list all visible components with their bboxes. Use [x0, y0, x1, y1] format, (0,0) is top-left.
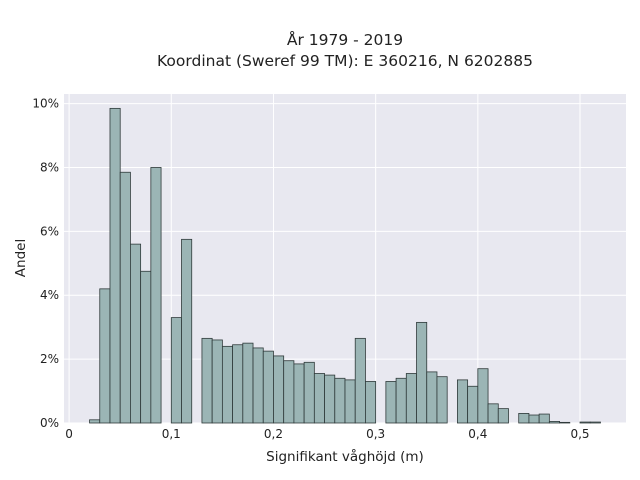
- bar-22: [313, 373, 325, 424]
- bar-43: [528, 414, 540, 424]
- bar-23: [324, 374, 336, 424]
- bar-45: [548, 421, 560, 424]
- bar-13: [221, 345, 234, 424]
- bar-4: [130, 243, 142, 424]
- bar-19: [283, 360, 295, 424]
- bar-31: [405, 373, 417, 424]
- y-tick-label-4: 8%: [40, 160, 59, 174]
- y-tick-label-1: 2%: [40, 352, 59, 366]
- bar-2: [109, 107, 121, 424]
- bar-17: [262, 350, 274, 424]
- x-tick-label-2: 0,2: [264, 427, 283, 441]
- bar-48: [579, 421, 591, 424]
- y-tick-label-3: 6%: [40, 224, 59, 238]
- bar-42: [518, 413, 530, 424]
- bar-8: [170, 317, 182, 424]
- x-axis-ticks: 0 0,1 0,2 0,3 0,4 0,5: [65, 427, 589, 441]
- bar-3: [119, 171, 131, 424]
- bar-6: [150, 167, 162, 424]
- y-axis-label: Andel: [13, 239, 29, 277]
- x-axis-label: Signifikant våghöjd (m): [266, 448, 424, 465]
- bar-15: [242, 342, 254, 424]
- x-tick-label-1: 0,1: [162, 427, 181, 441]
- bar-16: [252, 347, 264, 424]
- bar-1: [99, 288, 111, 424]
- bar-14: [232, 344, 244, 424]
- x-tick-label-3: 0,3: [366, 427, 385, 441]
- bar-30: [395, 377, 407, 424]
- chart-subtitle: Koordinat (Sweref 99 TM): E 360216, N 62…: [157, 52, 533, 70]
- bar-0: [89, 419, 101, 424]
- x-tick-label-4: 0,4: [468, 427, 487, 441]
- bar-36: [456, 379, 469, 424]
- bar-29: [385, 381, 397, 424]
- bar-46: [559, 421, 571, 424]
- bar-38: [477, 368, 489, 424]
- chart-title: År 1979 - 2019: [287, 30, 403, 49]
- bar-12: [211, 339, 223, 424]
- y-axis-ticks: 0% 2% 4% 6% 8% 10%: [32, 97, 59, 430]
- bar-32: [416, 321, 428, 424]
- bar-33: [426, 371, 438, 424]
- bar-37: [467, 385, 479, 424]
- bar-25: [344, 379, 356, 424]
- x-tick-label-0: 0: [65, 427, 73, 441]
- bar-39: [487, 403, 499, 424]
- bar-27: [365, 381, 377, 424]
- histogram-bars: [89, 107, 601, 424]
- bar-18: [273, 355, 285, 424]
- bar-40: [497, 408, 509, 424]
- bar-20: [293, 363, 305, 424]
- y-tick-label-0: 0%: [40, 416, 59, 430]
- y-tick-label-5: 10%: [32, 97, 59, 111]
- bar-44: [538, 413, 550, 424]
- bar-24: [334, 377, 346, 424]
- bar-49: [589, 421, 601, 424]
- bar-34: [436, 376, 448, 424]
- y-tick-label-2: 4%: [40, 288, 59, 302]
- bar-5: [140, 270, 152, 424]
- bar-11: [201, 337, 213, 424]
- bar-21: [303, 361, 315, 424]
- x-tick-label-5: 0,5: [570, 427, 589, 441]
- bar-9: [181, 238, 193, 424]
- bar-26: [354, 337, 366, 424]
